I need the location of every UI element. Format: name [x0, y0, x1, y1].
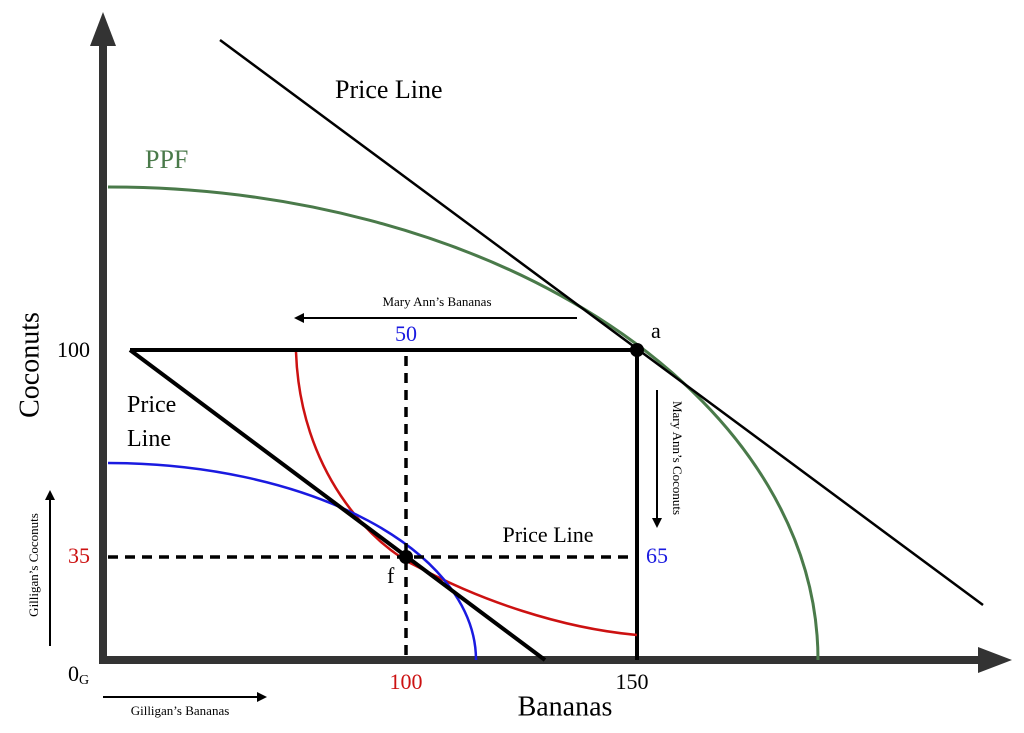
y-axis-arrow [90, 12, 116, 46]
mary-bananas-label: Mary Ann’s Bananas [382, 294, 491, 309]
x-tick-100: 100 [390, 669, 423, 694]
indifference-curve-red [294, 351, 638, 637]
x-axis-label: Bananas [518, 691, 613, 722]
x-axis-arrow [978, 647, 1012, 673]
gilligan-coconuts-label: Gilligan’s Coconuts [26, 513, 41, 617]
left-price-line: Price Line [127, 392, 177, 452]
price-line [219, 38, 984, 607]
ppf-label: PPF [145, 145, 188, 174]
indifference-curve-blue [107, 461, 478, 661]
point-f-label: f [387, 563, 395, 588]
price-line-label: Price Line [335, 75, 443, 104]
gilligan-bananas-label: Gilligan’s Bananas [131, 703, 230, 718]
point-f [399, 550, 413, 564]
point-a [630, 343, 644, 357]
point-a-label: a [651, 318, 661, 343]
ppf-curve [107, 185, 820, 661]
label-50: 50 [395, 321, 417, 346]
y-axis-label: Coconuts [14, 312, 45, 418]
mary-coconuts-label: Mary Ann’s Coconuts [670, 401, 685, 515]
y-tick-100: 100 [57, 337, 90, 362]
origin-zero: 0 [68, 661, 79, 686]
price-line-small [128, 348, 547, 662]
origin-label: 0G [68, 661, 89, 688]
middle-price-line: Price Line [502, 522, 593, 547]
label-65: 65 [646, 543, 668, 568]
x-tick-150: 150 [616, 669, 649, 694]
origin-subscript: G [79, 673, 89, 688]
y-tick-35: 35 [68, 543, 90, 568]
